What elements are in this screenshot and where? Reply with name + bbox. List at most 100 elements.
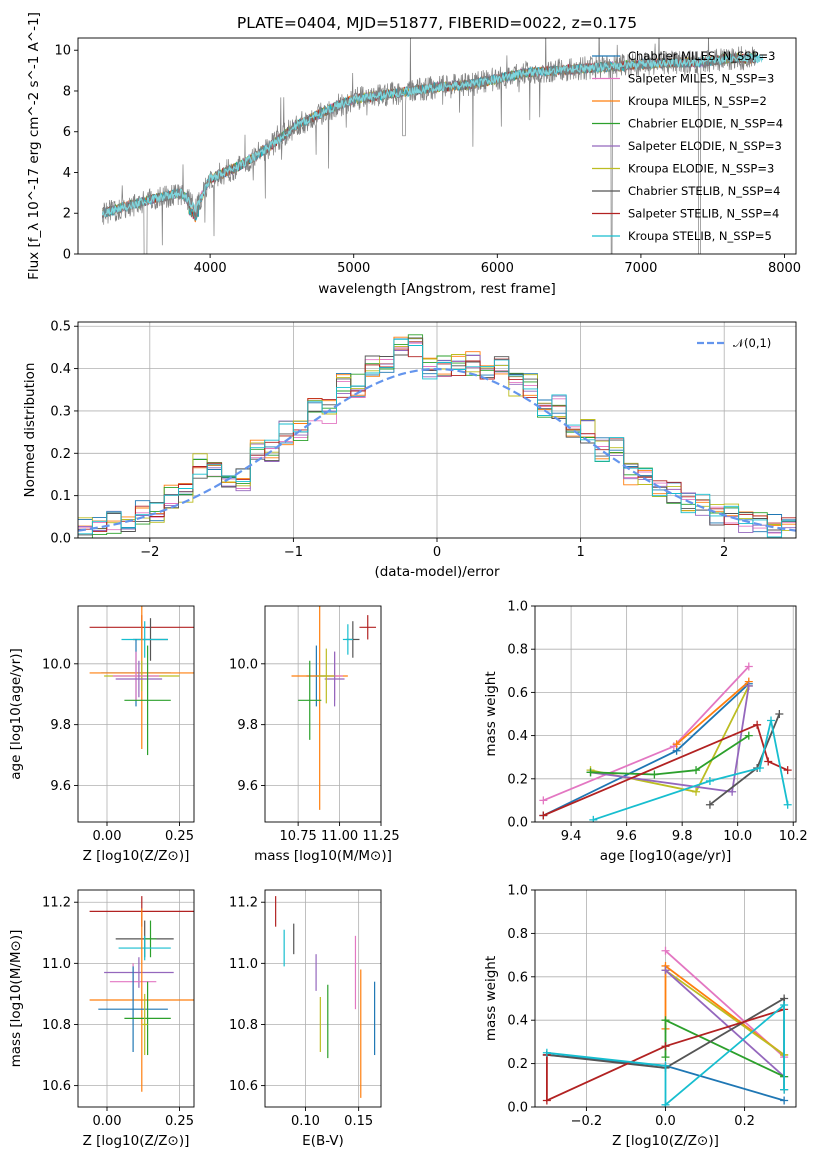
x-tick-label: 0.2 <box>734 1114 755 1129</box>
data-point <box>661 1042 670 1051</box>
data-point <box>542 1048 551 1057</box>
y-tick-label: 10 <box>54 44 71 59</box>
plot-area <box>101 38 764 254</box>
y-tick-label: 0.8 <box>507 927 528 942</box>
data-point <box>767 716 776 725</box>
y-tick-label: 0.0 <box>507 816 528 831</box>
y-tick-label: 0.4 <box>507 729 528 744</box>
axes-frame <box>77 321 797 539</box>
x-tick-label: 10.75 <box>280 829 317 844</box>
plot-area <box>89 606 194 756</box>
x-tick-label: 5000 <box>337 261 370 276</box>
data-point <box>586 768 595 777</box>
x-tick-label: 0 <box>433 545 441 560</box>
y-tick-label: 9.6 <box>237 779 258 794</box>
legend-label: Salpeter MILES, N_SSP=3 <box>628 72 774 86</box>
x-axis-label: Z [log10(Z/Z⊙)] <box>83 1133 190 1149</box>
y-axis-label: age [log10(age/yr)] <box>8 648 24 780</box>
data-point <box>692 766 701 775</box>
x-tick-label: 0.15 <box>344 1114 373 1129</box>
x-axis-label: E(B-V) <box>302 1133 344 1149</box>
plot-area <box>291 606 377 810</box>
y-tick-label: 0.2 <box>507 772 528 787</box>
x-tick-label: 0.25 <box>165 829 194 844</box>
data-point <box>650 770 659 779</box>
y-tick-label: 10.0 <box>229 657 258 672</box>
normal-curve <box>78 367 796 532</box>
x-tick-label: 11.00 <box>321 829 358 844</box>
y-tick-label: 9.6 <box>50 779 71 794</box>
x-tick-label: −0.2 <box>571 1114 603 1129</box>
data-point <box>783 800 792 809</box>
data-point <box>661 946 670 955</box>
legend-label: Kroupa ELODIE, N_SSP=3 <box>628 162 774 176</box>
axes-frame <box>264 889 382 1108</box>
data-point <box>661 1053 670 1062</box>
axes-frame <box>77 37 797 255</box>
legend-label: Chabrier ELODIE, N_SSP=4 <box>628 117 783 131</box>
y-tick-label: 11.2 <box>229 896 258 911</box>
x-tick-label: 9.4 <box>561 829 582 844</box>
mass-weight-line <box>664 969 785 1056</box>
axes-frame <box>264 605 382 823</box>
y-axis-label: Normed distribution <box>22 363 38 498</box>
y-tick-label: 0.1 <box>50 489 71 504</box>
chart-spectrum: 4000 5000 6000 7000 8000 0 2 4 6 8 10 Chabrier MILE… <box>26 12 801 297</box>
data-point <box>780 1001 789 1010</box>
y-tick-label: 1.0 <box>507 884 528 899</box>
x-tick-label: 1 <box>576 545 584 560</box>
y-tick-label: 0.4 <box>50 362 71 377</box>
y-tick-label: 10.0 <box>42 657 71 672</box>
x-tick-label: 10.2 <box>779 829 808 844</box>
y-tick-label: 0.6 <box>507 970 528 985</box>
y-tick-label: 9.8 <box>237 718 258 733</box>
chart-age-vs-Z: 0.00 0.25 9.6 9.8 10.0 Z [log10(Z/Z⊙)] age [lo… <box>8 605 195 864</box>
x-tick-label: 2 <box>720 545 728 560</box>
data-point <box>589 815 598 822</box>
y-tick-label: 0.8 <box>507 643 528 658</box>
y-tick-label: 0.0 <box>507 1101 528 1116</box>
y-tick-label: 0.4 <box>507 1014 528 1029</box>
x-tick-label: 9.8 <box>672 829 693 844</box>
data-point <box>661 1100 670 1107</box>
x-tick-label: 9.6 <box>616 829 637 844</box>
plot-area <box>539 662 792 822</box>
legend-label: Kroupa STELIB, N_SSP=5 <box>628 229 772 243</box>
data-point <box>775 710 784 718</box>
chart-massweight-vs-Z: −0.2 0.0 0.2 0.0 0.2 0.4 0.6 0.8 1.0 Z [log10(Z/Z… <box>483 884 797 1149</box>
legend-label: Chabrier MILES, N_SSP=3 <box>628 49 775 63</box>
data-point <box>744 662 753 671</box>
best-model-line <box>101 53 764 217</box>
data-point <box>728 787 737 796</box>
data-point <box>755 764 764 772</box>
chart-mass-vs-Z: 0.00 0.25 10.6 10.8 11.0 11.2 Z [log10(Z/Z⊙)] m… <box>8 889 195 1149</box>
x-tick-label: 11.25 <box>362 829 399 844</box>
data-point <box>542 1096 551 1105</box>
y-tick-label: 9.8 <box>50 718 71 733</box>
x-tick-label: 0.00 <box>93 1114 122 1129</box>
y-tick-label: 10.8 <box>229 1018 258 1033</box>
x-axis-label: wavelength [Angstrom, rest frame] <box>318 281 556 297</box>
y-tick-label: 10.6 <box>229 1079 258 1094</box>
x-tick-label: 10.0 <box>723 829 752 844</box>
x-axis-label: mass [log10(M/M⊙)] <box>254 848 392 864</box>
y-tick-label: 8 <box>63 84 71 99</box>
y-tick-label: 11.0 <box>42 957 71 972</box>
x-tick-label: 6000 <box>481 261 514 276</box>
residual-histogram <box>78 338 796 538</box>
legend-label: Salpeter STELIB, N_SSP=4 <box>628 207 779 221</box>
chart-massweight-vs-age: 9.4 9.6 9.8 10.0 10.2 0.0 0.2 0.4 0.6 0.8 1.0 age [… <box>483 600 808 865</box>
y-tick-label: 0 <box>63 248 71 263</box>
data-point <box>744 731 753 740</box>
x-tick-label: 0.00 <box>93 829 122 844</box>
y-tick-label: 10.6 <box>42 1079 71 1094</box>
chart-age-vs-mass: 10.75 11.00 11.25 9.6 9.8 10.0 mass [log10(M/M… <box>229 605 400 864</box>
x-tick-label: 0.0 <box>655 1114 676 1129</box>
y-axis-label: Flux [f_λ 10^-17 erg cm^-2 s^-1 A^-1] <box>26 12 42 280</box>
figure-title: PLATE=0404, MJD=51877, FIBERID=0022, z=0… <box>237 14 637 32</box>
data-point <box>780 1085 789 1094</box>
y-tick-label: 1.0 <box>507 600 528 615</box>
y-tick-label: 0.5 <box>50 320 71 335</box>
y-tick-label: 0.2 <box>507 1057 528 1072</box>
